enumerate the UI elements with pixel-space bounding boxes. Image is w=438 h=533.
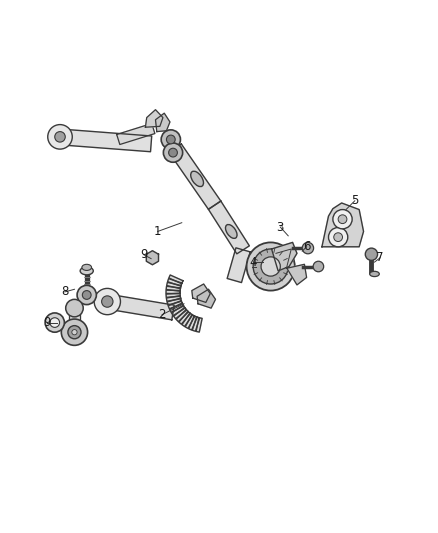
Text: 4: 4 <box>249 256 257 269</box>
Text: 5: 5 <box>351 195 358 207</box>
Circle shape <box>338 215 347 223</box>
Ellipse shape <box>80 267 93 275</box>
Polygon shape <box>197 289 215 308</box>
Circle shape <box>334 233 343 241</box>
Circle shape <box>163 143 183 162</box>
Polygon shape <box>185 314 195 328</box>
Polygon shape <box>117 124 155 144</box>
Ellipse shape <box>82 264 92 270</box>
Circle shape <box>94 288 120 314</box>
Polygon shape <box>182 313 193 327</box>
Circle shape <box>313 261 324 272</box>
Text: 7: 7 <box>376 251 384 264</box>
Polygon shape <box>322 203 364 247</box>
Circle shape <box>333 209 352 229</box>
Polygon shape <box>227 248 250 282</box>
Circle shape <box>50 318 60 327</box>
Circle shape <box>72 329 77 335</box>
Text: 9: 9 <box>43 316 51 329</box>
Polygon shape <box>146 251 159 265</box>
Polygon shape <box>192 284 210 302</box>
Polygon shape <box>208 201 249 254</box>
Polygon shape <box>179 311 191 324</box>
Circle shape <box>82 290 91 300</box>
Circle shape <box>261 257 280 276</box>
Text: 3: 3 <box>277 221 284 233</box>
Polygon shape <box>176 310 188 321</box>
Ellipse shape <box>191 171 204 187</box>
Polygon shape <box>106 294 174 320</box>
Polygon shape <box>189 316 197 330</box>
Polygon shape <box>69 308 80 328</box>
Circle shape <box>166 135 175 144</box>
Polygon shape <box>59 129 152 152</box>
Text: 1: 1 <box>154 225 162 238</box>
Circle shape <box>48 125 72 149</box>
Circle shape <box>77 285 96 304</box>
Polygon shape <box>192 317 200 331</box>
Circle shape <box>45 313 64 332</box>
Circle shape <box>328 228 348 247</box>
Text: 6: 6 <box>303 240 311 253</box>
Circle shape <box>365 248 378 260</box>
Text: 8: 8 <box>61 285 68 298</box>
Polygon shape <box>145 110 163 127</box>
Polygon shape <box>169 275 183 284</box>
Polygon shape <box>167 282 181 289</box>
Circle shape <box>68 326 81 339</box>
Polygon shape <box>166 296 181 301</box>
Circle shape <box>169 148 177 157</box>
Polygon shape <box>287 264 307 285</box>
Polygon shape <box>272 243 297 271</box>
Circle shape <box>102 296 113 307</box>
Circle shape <box>66 300 83 317</box>
Polygon shape <box>169 144 221 209</box>
Polygon shape <box>166 293 180 297</box>
Circle shape <box>247 243 295 290</box>
Text: 9: 9 <box>140 248 148 261</box>
Polygon shape <box>173 308 187 319</box>
Polygon shape <box>168 279 182 286</box>
Polygon shape <box>166 286 180 291</box>
Ellipse shape <box>370 271 379 277</box>
Ellipse shape <box>226 224 237 238</box>
Circle shape <box>55 132 65 142</box>
Polygon shape <box>170 303 184 312</box>
Circle shape <box>302 243 314 254</box>
Circle shape <box>61 319 88 345</box>
Polygon shape <box>166 290 180 294</box>
Circle shape <box>161 130 180 149</box>
Polygon shape <box>167 298 181 305</box>
Text: 2: 2 <box>158 308 166 321</box>
Polygon shape <box>171 305 185 316</box>
Polygon shape <box>168 301 182 309</box>
Circle shape <box>253 249 288 284</box>
Polygon shape <box>196 318 202 332</box>
Polygon shape <box>155 113 170 132</box>
